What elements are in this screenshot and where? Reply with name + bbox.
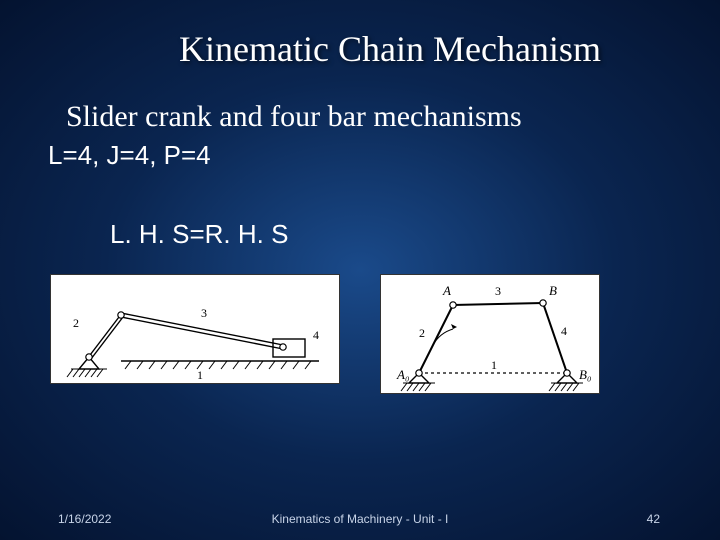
footer-page-number: 42	[647, 512, 660, 526]
fb-link4-label: 4	[561, 324, 567, 338]
slide: Kinematic Chain Mechanism Slider crank a…	[0, 0, 720, 540]
fb-link3-label: 3	[495, 284, 501, 298]
fb-link2-label: 2	[419, 326, 425, 340]
diagrams-row: 2 3 4 1	[50, 274, 720, 394]
joint-A0-label: A₀	[396, 367, 409, 382]
subtitle-text: Slider crank and four bar mechanisms	[66, 100, 720, 134]
joint-A-label: A	[442, 283, 451, 298]
link3-label: 3	[201, 306, 207, 320]
footer-center-text: Kinematics of Machinery - Unit - I	[272, 512, 449, 526]
four-bar-diagram: A B A₀ B₀ 2 3 4 1	[380, 274, 600, 394]
link1-label: 1	[197, 368, 203, 382]
slider-crank-diagram: 2 3 4 1	[50, 274, 340, 384]
slide-footer: 1/16/2022 Kinematics of Machinery - Unit…	[0, 512, 720, 526]
link4-label: 4	[313, 328, 319, 342]
fb-link1-label: 1	[491, 358, 497, 372]
page-title: Kinematic Chain Mechanism	[0, 28, 720, 70]
joint-B0-label: B₀	[579, 367, 591, 382]
equation-text: L. H. S=R. H. S	[110, 219, 720, 250]
parameters-text: L=4, J=4, P=4	[48, 140, 720, 171]
footer-date: 1/16/2022	[58, 512, 111, 526]
joint-B-label: B	[549, 283, 557, 298]
link2-label: 2	[73, 316, 79, 330]
